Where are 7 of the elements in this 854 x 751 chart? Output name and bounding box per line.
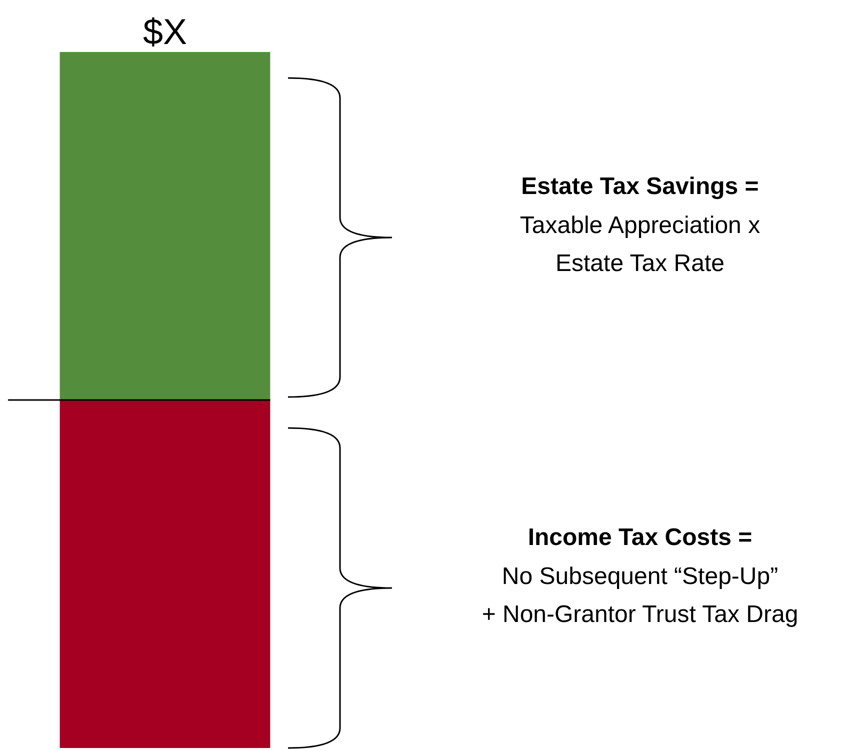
text: No Subsequent “Step-Up” [500, 562, 780, 592]
text: Estate Tax Rate [554, 249, 726, 279]
text: Income Tax Costs = [526, 523, 754, 553]
annotation: $X [142, 11, 188, 52]
text: + Non-Grantor Trust Tax Drag [480, 600, 800, 630]
text: Taxable Appreciation x [518, 210, 762, 240]
text: Estate Tax Savings = [520, 172, 760, 202]
